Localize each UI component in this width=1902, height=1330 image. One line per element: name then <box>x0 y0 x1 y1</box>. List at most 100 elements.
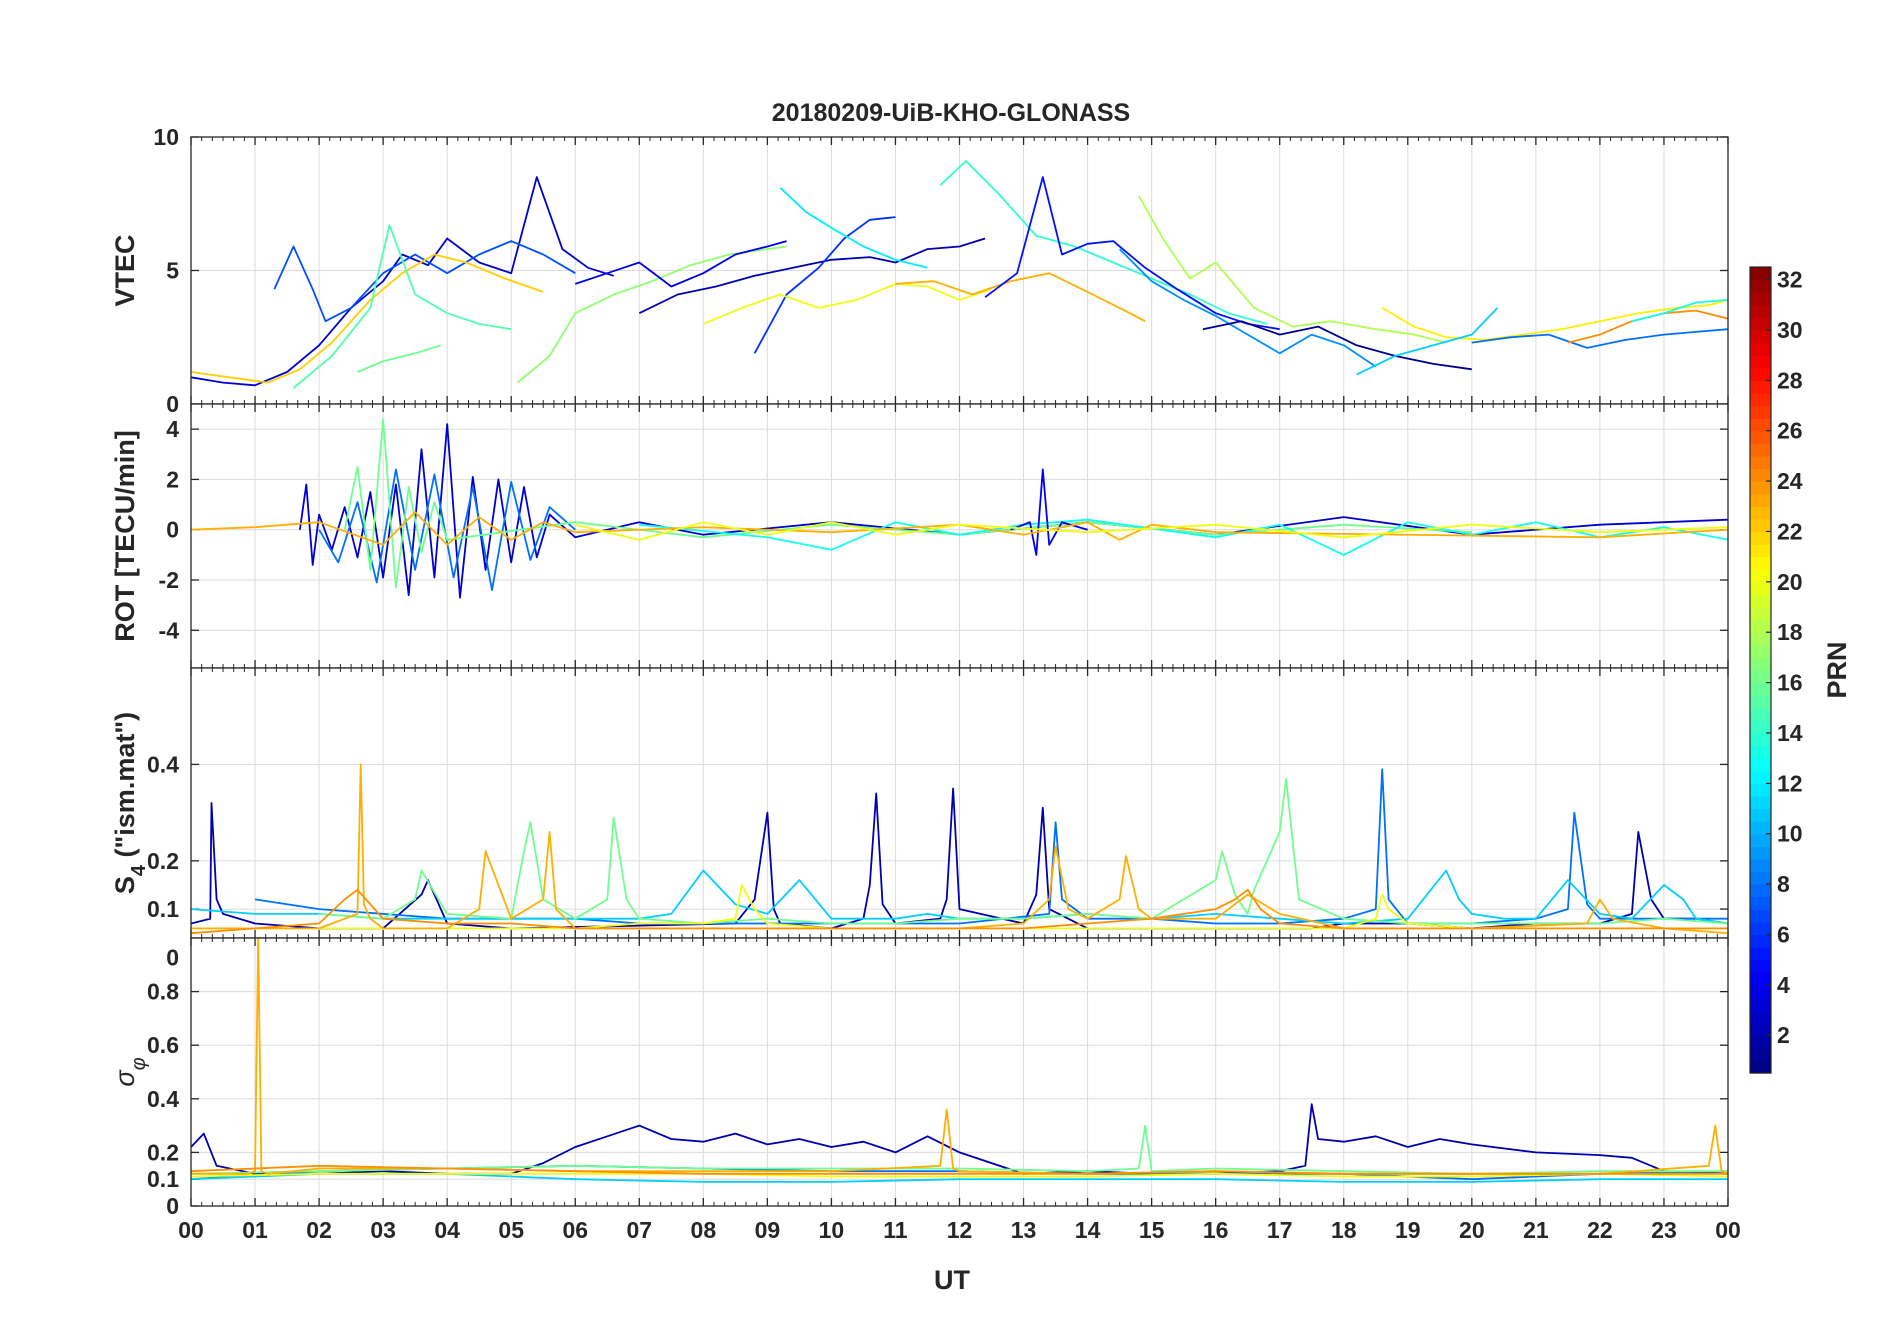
y-tick-label: 0.1 <box>147 896 179 922</box>
x-tick-labels: 00 01 02 03 04 05 06 07 08 09 10 11 12 13 14 15 16 17 18 19… <box>178 1217 1741 1243</box>
panel-rot: -4 -2 0 2 4 ROT [TECU/min] <box>110 403 1729 669</box>
x-tick-label: 01 <box>242 1217 268 1243</box>
colorbar-segment <box>1750 317 1771 331</box>
series-line-prn-12 <box>779 187 928 269</box>
x-tick-label: 20 <box>1459 1217 1485 1243</box>
colorbar-segment <box>1750 468 1771 482</box>
colorbar-segment <box>1750 934 1771 948</box>
y-tick-label: 0.6 <box>147 1032 179 1058</box>
colorbar-segment <box>1750 833 1771 847</box>
series-line-prn-18 <box>1138 195 1447 344</box>
colorbar-segment <box>1750 783 1771 797</box>
x-tick-label: 02 <box>306 1217 332 1243</box>
y-axis-label-rest: ("ism.mat") <box>110 712 140 865</box>
colorbar-segment <box>1750 896 1771 910</box>
colorbar-segment <box>1750 392 1771 407</box>
series-line-prn-3 <box>191 176 614 387</box>
y-tick-label: 4 <box>166 416 179 442</box>
series-line-prn-17 <box>517 245 787 384</box>
colorbar-segment <box>1750 644 1771 659</box>
colorbar-frame <box>1749 266 1772 1074</box>
colorbar-segment <box>1750 657 1771 671</box>
colorbar-segment <box>1750 355 1771 369</box>
panel-s4: 00.10.20.4S4 ("ism.mat") <box>110 667 1729 970</box>
series-line-prn-11 <box>1356 307 1499 376</box>
colorbar-tick-label: 20 <box>1777 569 1803 595</box>
colorbar-segment <box>1750 581 1771 596</box>
colorbar-segment <box>1750 732 1771 747</box>
colorbar-segment <box>1750 720 1771 734</box>
colorbar-tick-label: 4 <box>1777 972 1790 998</box>
colorbar-label: PRN <box>1822 641 1852 698</box>
colorbar-segment <box>1750 808 1771 822</box>
colorbar-segment <box>1750 984 1771 999</box>
colorbar-segment <box>1750 1047 1771 1062</box>
x-tick-label: 07 <box>626 1217 652 1243</box>
y-tick-label: 2 <box>166 466 179 492</box>
series-group <box>191 160 1728 389</box>
series-line-prn-7 <box>273 240 576 323</box>
series-line-prn-22 <box>191 253 544 384</box>
colorbar-segment <box>1750 947 1771 961</box>
y-axis-label: ROT [TECU/min] <box>110 430 140 641</box>
colorbar-segment <box>1750 821 1771 835</box>
colorbar-segment <box>1750 279 1771 293</box>
colorbar-segment <box>1750 544 1771 558</box>
series-line-prn-21 <box>1381 299 1728 341</box>
series-line-prn-8 <box>318 468 576 591</box>
colorbar-segment <box>1750 367 1771 381</box>
colorbar-segment <box>1750 405 1771 419</box>
colorbar-segment <box>1750 695 1771 709</box>
y-tick-label: 0 <box>166 944 179 970</box>
colorbar-segment <box>1750 1010 1771 1024</box>
colorbar-segment <box>1750 493 1771 507</box>
colorbar-segment <box>1750 670 1771 684</box>
y-tick-label: -4 <box>159 617 180 643</box>
series-line-prn-24 <box>191 888 1728 935</box>
series-line-prn-15 <box>292 224 512 389</box>
colorbar-segment <box>1750 858 1771 873</box>
y-axis-label: VTEC <box>110 234 140 306</box>
colorbar-segment <box>1750 430 1771 444</box>
colorbar-segment <box>1750 607 1771 621</box>
colorbar-segment <box>1750 871 1771 885</box>
x-tick-label: 13 <box>1011 1217 1037 1243</box>
series-group <box>191 763 1728 935</box>
series-line-prn-16 <box>191 1124 1728 1175</box>
colorbar-segment <box>1750 304 1771 318</box>
colorbar-tick-label: 12 <box>1777 770 1803 796</box>
x-tick-label: 17 <box>1267 1217 1293 1243</box>
series-line-prn-6 <box>753 216 896 354</box>
colorbar-segment <box>1750 531 1771 545</box>
colorbar-segment <box>1750 267 1771 281</box>
y-tick-label: 0.2 <box>147 1139 179 1165</box>
colorbar-segment <box>1750 997 1771 1011</box>
series-line-prn-14 <box>939 160 1268 325</box>
colorbar-segment <box>1750 795 1771 810</box>
colorbar-segment <box>1750 443 1771 457</box>
colorbar-segment <box>1750 418 1771 432</box>
colorbar-tick-label: 24 <box>1777 468 1803 494</box>
series-line-prn-20 <box>191 1172 1728 1178</box>
x-tick-label: 04 <box>434 1217 460 1243</box>
series-line-prn-2 <box>638 237 986 315</box>
x-tick-label: 00 <box>1715 1217 1741 1243</box>
colorbar-segment <box>1750 556 1771 570</box>
x-tick-label: 19 <box>1395 1217 1421 1243</box>
colorbar-segment <box>1750 1035 1771 1049</box>
y-tick-label: 10 <box>153 124 179 150</box>
series-group <box>191 938 1728 1183</box>
x-tick-label: 09 <box>755 1217 781 1243</box>
series-line-prn-23 <box>191 511 1728 546</box>
colorbar-segment <box>1750 380 1771 394</box>
series-line-prn-5 <box>984 176 1280 331</box>
colorbar-segment <box>1750 1022 1771 1036</box>
x-tick-label: 15 <box>1139 1217 1165 1243</box>
x-tick-label: 23 <box>1651 1217 1677 1243</box>
colorbar-tick-label: 22 <box>1777 518 1803 544</box>
colorbar-tick-label: 2 <box>1777 1022 1790 1048</box>
colorbar-segment <box>1750 619 1771 633</box>
colorbar-segment <box>1750 846 1771 860</box>
y-tick-label: 0.4 <box>147 751 179 777</box>
